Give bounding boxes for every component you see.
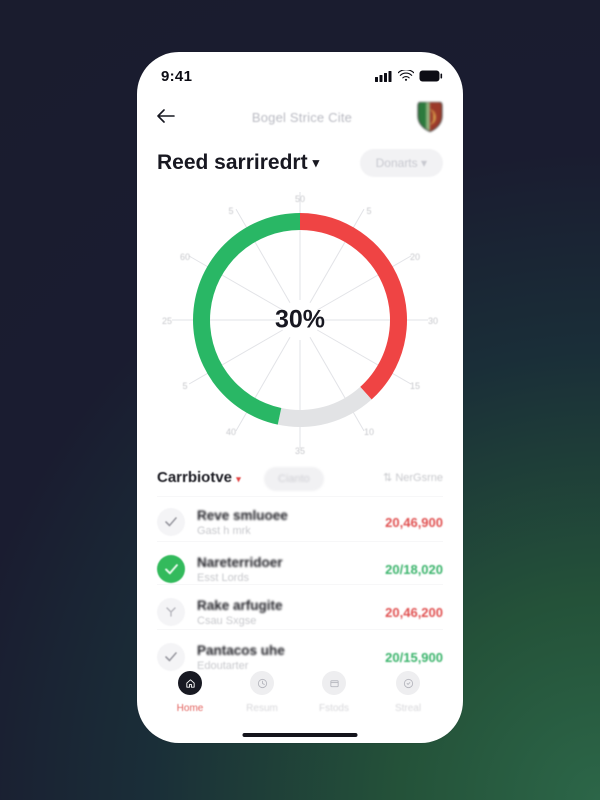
svg-text:5: 5 — [228, 206, 233, 216]
svg-text:20: 20 — [410, 252, 420, 262]
svg-text:60: 60 — [180, 252, 190, 262]
svg-text:50: 50 — [295, 194, 305, 204]
svg-text:40: 40 — [226, 427, 236, 437]
svg-text:25: 25 — [162, 316, 172, 326]
svg-text:30: 30 — [428, 316, 438, 326]
svg-text:5: 5 — [182, 381, 187, 391]
svg-text:5: 5 — [366, 206, 371, 216]
svg-text:15: 15 — [410, 381, 420, 391]
svg-text:10: 10 — [364, 427, 374, 437]
svg-text:35: 35 — [295, 446, 305, 456]
